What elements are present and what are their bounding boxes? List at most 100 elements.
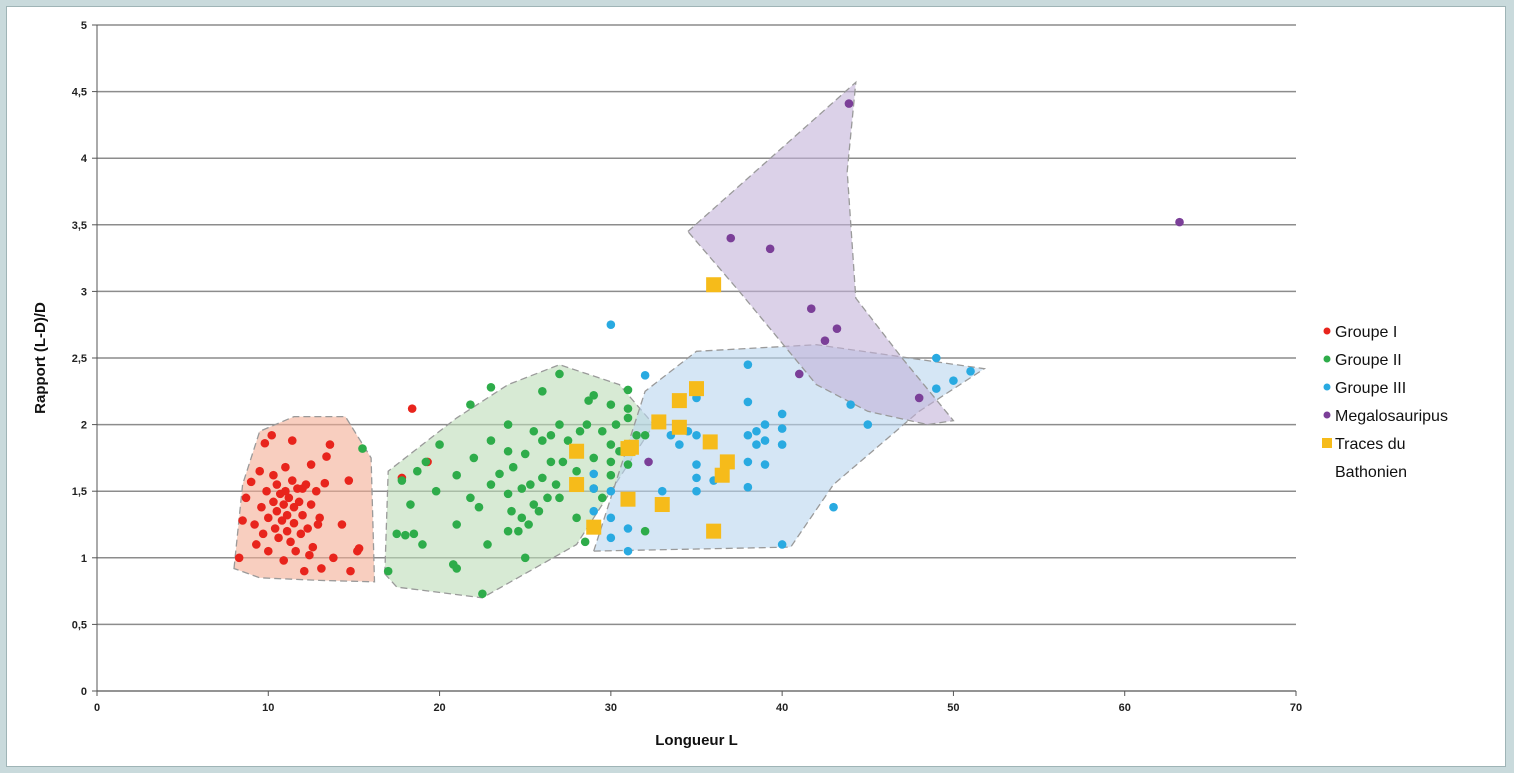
y-tick-label: 0,5 — [72, 619, 87, 631]
point-series-3 — [743, 482, 753, 492]
point-series-2 — [507, 506, 516, 516]
point-series-1 — [251, 540, 261, 549]
point-series-5 — [569, 477, 585, 493]
point-series-1 — [257, 502, 266, 512]
point-series-1 — [313, 520, 323, 529]
point-series-4 — [914, 393, 924, 403]
point-series-2 — [558, 457, 568, 467]
point-series-1 — [279, 500, 289, 509]
x-tick-label: 60 — [1119, 702, 1131, 714]
y-tick-label: 1,5 — [72, 486, 87, 498]
point-series-1 — [296, 529, 306, 539]
point-series-1 — [322, 452, 331, 461]
point-series-5 — [651, 414, 667, 430]
point-series-1 — [267, 430, 277, 440]
point-series-1 — [346, 566, 355, 576]
point-series-2 — [392, 529, 402, 539]
point-series-1 — [289, 518, 299, 528]
point-series-2 — [632, 430, 641, 440]
y-tick-label: 5 — [81, 20, 87, 32]
x-tick-labels: 0 10 20 30 40 50 60 70 — [94, 702, 1302, 714]
x-tick-label: 20 — [433, 702, 445, 714]
point-series-2 — [418, 540, 427, 549]
x-tick-label: 10 — [262, 702, 274, 714]
point-series-1 — [286, 537, 295, 547]
point-series-2 — [421, 457, 431, 467]
point-series-2 — [597, 426, 607, 436]
point-series-3 — [606, 320, 616, 330]
point-series-1 — [287, 436, 297, 445]
point-series-4 — [726, 233, 736, 243]
point-series-2 — [526, 480, 535, 489]
point-series-2 — [584, 396, 593, 405]
point-series-2 — [409, 529, 419, 539]
point-series-2 — [478, 589, 487, 599]
point-series-1 — [329, 553, 338, 563]
point-series-1 — [270, 524, 280, 533]
point-series-5 — [620, 491, 636, 507]
y-tick-label: 3,5 — [72, 220, 87, 232]
point-series-3 — [606, 513, 616, 523]
point-series-1 — [299, 566, 309, 576]
point-series-1 — [325, 440, 335, 449]
region-1 — [233, 415, 376, 583]
axes — [92, 24, 1297, 696]
point-series-3 — [829, 502, 838, 512]
point-series-5 — [702, 434, 718, 450]
point-series-2 — [606, 440, 616, 449]
region-3 — [592, 344, 987, 552]
point-series-1 — [255, 466, 265, 476]
point-series-1 — [258, 529, 268, 539]
point-series-3 — [589, 469, 599, 479]
legend-label: Traces du — [1335, 436, 1406, 453]
point-series-2 — [529, 500, 539, 509]
point-series-2 — [572, 466, 581, 476]
point-series-2 — [555, 493, 564, 503]
point-series-2 — [483, 540, 492, 549]
y-tick-labels: 0 0,5 1 1,5 2 2,5 3 3,5 4 4,5 5 — [72, 20, 88, 698]
point-series-2 — [474, 502, 484, 512]
point-series-2 — [466, 400, 475, 409]
point-series-3 — [949, 376, 958, 385]
point-series-2 — [466, 493, 475, 503]
point-series-3 — [777, 409, 787, 419]
point-series-5 — [719, 454, 735, 470]
x-tick-label: 70 — [1290, 702, 1302, 714]
legend-marker — [1323, 355, 1331, 363]
point-series-3 — [623, 546, 633, 556]
point-series-5 — [623, 439, 639, 455]
point-series-2 — [640, 526, 650, 536]
point-series-2 — [551, 480, 561, 489]
point-series-1 — [308, 542, 318, 552]
point-series-2 — [582, 420, 592, 429]
point-series-3 — [640, 371, 650, 380]
point-series-3 — [743, 397, 753, 407]
point-series-2 — [358, 444, 367, 453]
point-series-2 — [503, 489, 513, 499]
point-series-2 — [546, 457, 556, 467]
point-series-1 — [294, 497, 304, 507]
point-series-3 — [777, 440, 787, 449]
point-series-2 — [401, 530, 410, 540]
point-series-1 — [284, 493, 294, 503]
point-series-4 — [820, 336, 830, 345]
point-series-3 — [692, 486, 701, 496]
point-series-2 — [452, 564, 462, 573]
point-series-2 — [503, 526, 513, 536]
point-series-3 — [932, 384, 941, 393]
point-series-1 — [269, 470, 278, 480]
point-series-2 — [452, 520, 462, 529]
point-series-4 — [1175, 217, 1184, 227]
point-series-5 — [714, 467, 730, 483]
point-series-2 — [575, 426, 585, 436]
point-series-3 — [692, 473, 701, 483]
point-series-3 — [966, 367, 975, 376]
region-2 — [384, 364, 655, 599]
point-series-2 — [534, 506, 544, 516]
y-tick-label: 1 — [81, 553, 87, 565]
x-tick-label: 30 — [605, 702, 617, 714]
point-series-3 — [743, 360, 753, 369]
point-series-5 — [569, 443, 585, 459]
point-series-2 — [555, 420, 564, 429]
point-series-1 — [305, 550, 314, 560]
